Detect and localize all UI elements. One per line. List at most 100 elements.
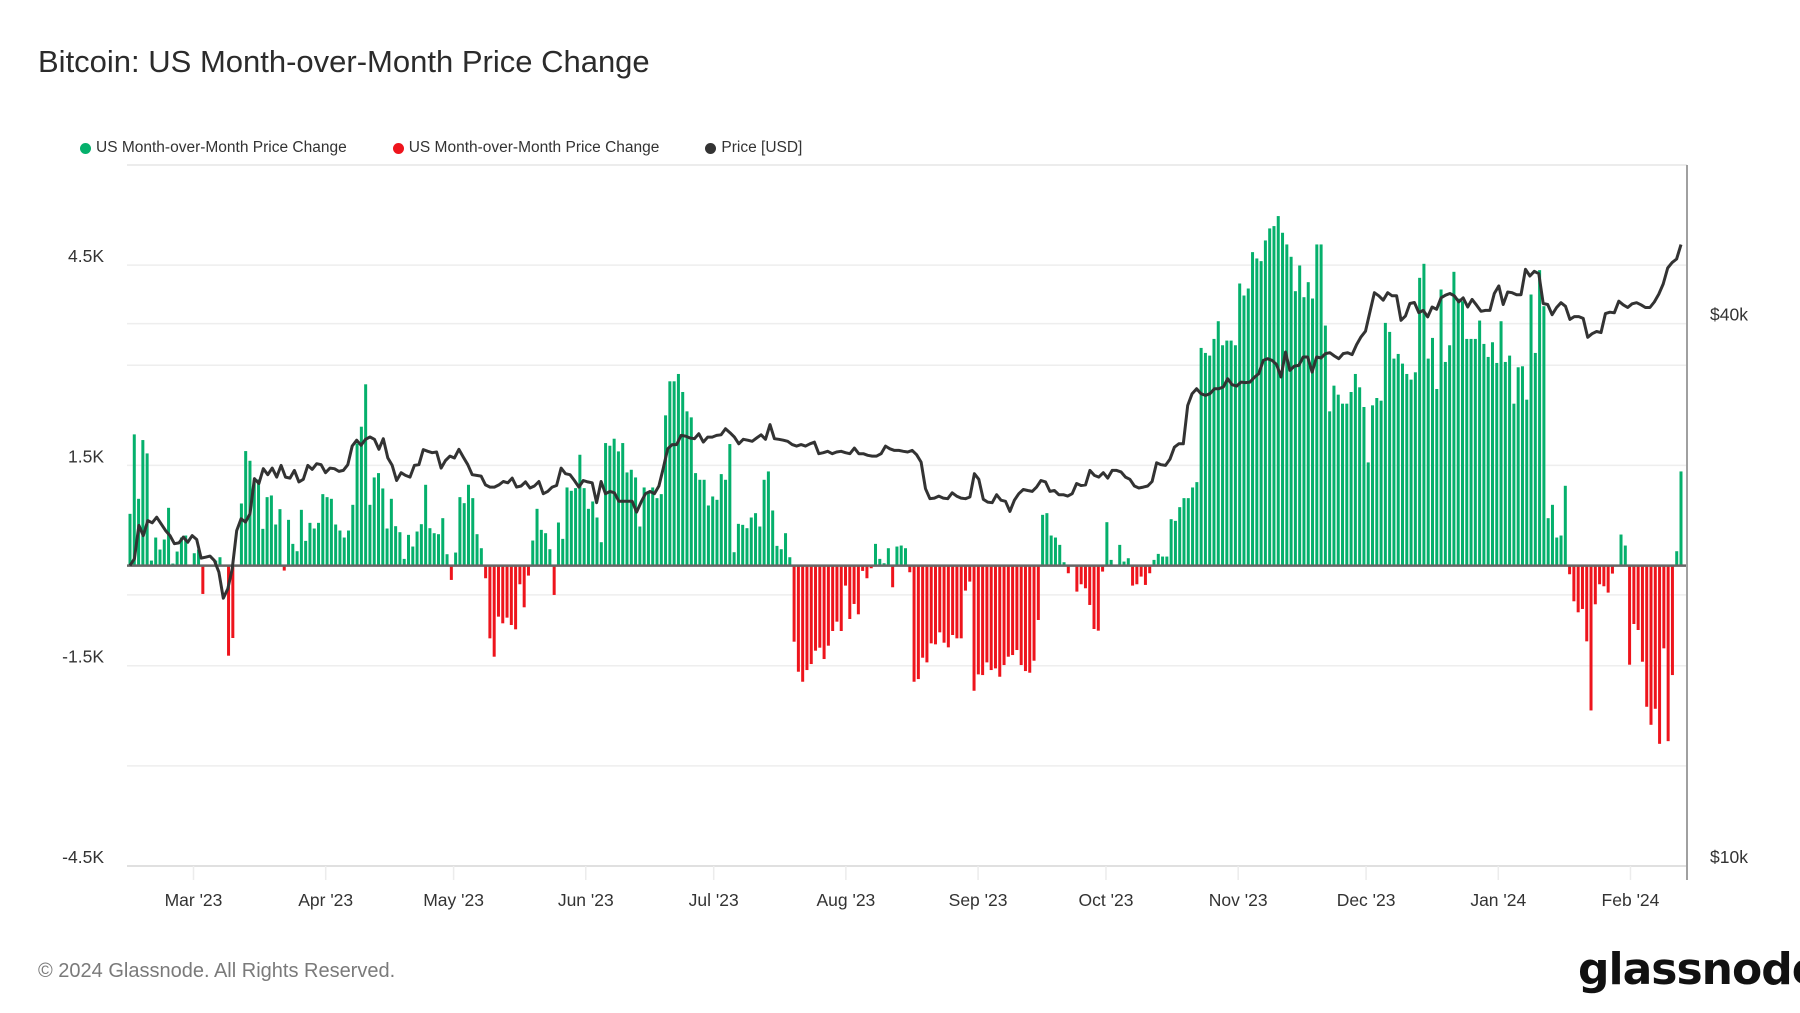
bar-positive [1311,298,1315,566]
bar-positive [578,454,582,566]
bar-positive [312,528,316,566]
bar-negative [1602,565,1606,587]
bar-negative [912,565,916,682]
bar-positive [651,487,655,566]
legend-item-price[interactable]: Price [USD] [705,139,802,157]
bar-positive [1478,320,1482,566]
bar-negative [492,565,496,657]
bar-negative [942,565,946,643]
bar-positive [1152,559,1156,566]
bar-positive [561,538,565,566]
bar-positive [1233,345,1237,566]
bar-positive [389,498,393,566]
bar-negative [792,565,796,642]
bar-negative [921,565,925,658]
bar-positive [604,443,608,566]
bar-positive [1559,535,1563,566]
bar-negative [514,565,518,630]
bar-positive [1555,537,1559,566]
bar-negative [959,565,963,639]
bar-negative [818,565,822,648]
bar-negative [1662,565,1666,649]
bar-positive [239,503,243,566]
legend: US Month-over-Month Price Change US Mont… [80,139,848,157]
bar-positive [732,552,736,566]
bar-negative [1023,565,1027,672]
bar-negative [1028,565,1032,673]
bar-positive [398,532,402,566]
bar-positive [1225,340,1229,566]
bar-positive [586,508,590,566]
bar-negative [1135,565,1139,585]
bar-positive [1460,301,1464,566]
bar-negative [1589,565,1593,711]
bar-positive [1409,379,1413,566]
right-axis-tick-label: $10k [1710,847,1748,867]
bar-positive [1298,265,1302,566]
bar-positive [428,528,432,566]
bar-positive [595,517,599,566]
bar-positive [287,519,291,566]
bar-positive [1328,411,1332,566]
bar-positive [698,479,702,566]
legend-item-negative-change[interactable]: US Month-over-Month Price Change [392,139,659,157]
bar-negative [805,565,809,671]
left-axis-tick-label: 1.5K [68,446,104,466]
legend-dot-dark [705,142,717,154]
bar-negative [1032,565,1036,661]
bar-positive [1349,391,1353,566]
bar-negative [844,565,848,586]
bar-positive [1281,232,1285,566]
bar-negative [522,565,526,608]
bar-negative [908,565,912,573]
bar-positive [192,553,196,566]
bar-positive [415,531,419,566]
bar-negative [1628,565,1632,665]
bar-negative [1568,565,1572,575]
bar-negative [1036,565,1040,620]
bar-negative [1666,565,1670,742]
bar-positive [659,494,663,566]
bar-negative [891,565,895,588]
bar-positive [368,504,372,566]
bar-negative [501,565,505,624]
bar-positive [1169,519,1173,566]
bar-positive [646,491,650,566]
bar-positive [1563,485,1567,566]
bar-positive [1272,226,1276,566]
bar-positive [685,411,689,566]
bar-positive [197,549,201,566]
axes: 4.5K 1.5K -1.5K -4.5K $40k $10k Mar '23 Apr '23… [62,165,1748,910]
bar-negative [488,565,492,639]
legend-item-positive-change[interactable]: US Month-over-Month Price Change [80,139,347,157]
bar-positive [608,445,612,566]
bar-positive [664,415,668,566]
bar-positive [715,499,719,566]
bar-negative [998,565,1002,677]
bar-positive [779,549,783,566]
bar-positive [424,484,428,566]
bar-positive [736,523,740,566]
bar-positive [616,451,620,566]
bar-positive [1388,331,1392,566]
bar-negative [1653,565,1657,709]
bar-positive [1448,345,1452,566]
bar-negative [809,565,813,665]
bar-positive [167,507,171,566]
bar-positive [179,537,183,566]
bar-negative [1610,565,1614,574]
bar-negative [1576,565,1580,613]
bar-negative [227,565,231,656]
bar-negative [1148,565,1152,574]
bar-positive [1525,399,1529,566]
bar-positive [719,474,723,566]
bar-positive [1495,362,1499,566]
bar-positive [668,381,672,566]
bar-negative [1006,565,1010,657]
bar-positive [355,443,359,566]
bar-positive [1516,367,1520,566]
bar-negative [496,565,500,617]
legend-dot-red [392,142,404,154]
bar-positive [702,479,706,566]
bar-positive [402,558,406,566]
